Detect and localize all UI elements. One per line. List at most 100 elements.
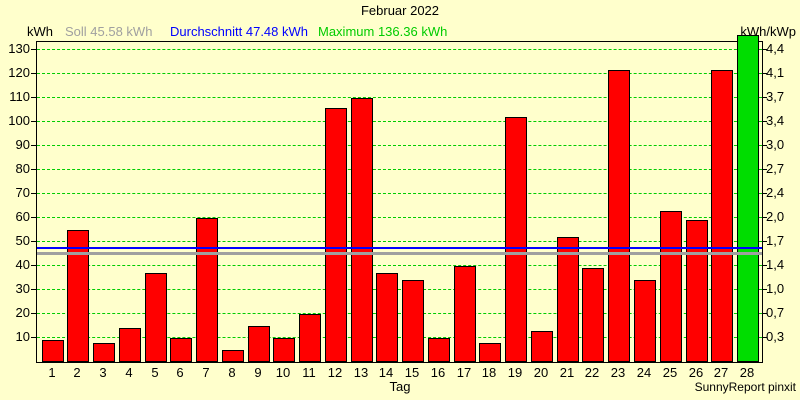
bar-day-27 [711,70,733,362]
left-tickmark [31,192,36,194]
bar-day-20 [531,331,553,362]
right-tickmark [762,48,767,50]
durchschnitt-line [37,247,762,249]
bar-day-21 [557,237,579,362]
x-tick-day-28: 28 [739,365,755,380]
bar-day-13 [351,98,373,362]
bar-day-14 [376,273,398,362]
right-axis-tick-4,4: 4,4 [766,40,785,56]
left-axis-tick-60: 60 [15,208,30,224]
x-tick-day-27: 27 [713,365,729,380]
x-tick-day-11: 11 [302,365,316,380]
bar-day-19 [505,117,527,362]
left-axis-tick-30: 30 [15,280,30,296]
x-tick-day-12: 12 [327,365,343,380]
left-tickmark [31,96,36,98]
soll-line [37,252,762,255]
left-axis-tick-100: 100 [8,112,30,128]
bar-day-4 [119,328,141,362]
gridline-70 [37,192,762,194]
right-axis-tick-2,4: 2,4 [766,184,785,200]
bar-day-26 [686,220,708,362]
gridline-60 [37,216,762,218]
left-axis-tick-10: 10 [15,328,30,344]
left-tickmark [31,72,36,74]
bar-day-12 [325,108,347,362]
bar-day-22 [582,268,604,362]
bar-day-18 [479,343,501,362]
right-axis-tick-0,7: 0,7 [766,304,785,320]
bar-day-16 [428,338,450,362]
x-tick-day-3: 3 [99,365,107,380]
gridline-40 [37,264,762,266]
x-tick-day-24: 24 [636,365,652,380]
left-tickmark [31,240,36,242]
left-axis-tick-120: 120 [8,64,30,80]
bar-day-6 [170,338,192,362]
gridline-90 [37,144,762,146]
bar-day-1 [42,340,64,362]
x-tick-day-13: 13 [353,365,369,380]
right-tickmark [762,120,767,122]
soll-legend-label: Soll 45.58 kWh [65,24,153,39]
bar-day-11 [299,314,321,362]
left-tickmark [31,336,36,338]
right-axis-tick-1,4: 1,4 [766,256,785,272]
left-axis-tick-90: 90 [15,136,30,152]
x-tick-day-15: 15 [404,365,420,380]
bar-day-28 [737,35,759,362]
left-tickmark [31,168,36,170]
right-tickmark [762,96,767,98]
left-axis-tick-40: 40 [15,256,30,272]
x-tick-day-9: 9 [254,365,262,380]
bar-day-8 [222,350,244,362]
bar-day-24 [634,280,656,362]
right-tickmark [762,312,767,314]
x-tick-day-23: 23 [610,365,626,380]
x-tick-day-14: 14 [378,365,394,380]
gridline-130 [37,48,762,50]
x-tick-day-8: 8 [228,365,236,380]
right-tickmark [762,216,767,218]
right-axis-tick-2,7: 2,7 [766,160,785,176]
left-tickmark [31,312,36,314]
x-tick-day-1: 1 [48,365,56,380]
gridline-110 [37,96,762,98]
x-tick-day-4: 4 [125,365,133,380]
bar-day-2 [67,230,89,362]
right-tickmark [762,264,767,266]
gridline-80 [37,168,762,170]
bar-day-5 [145,273,167,362]
x-tick-day-16: 16 [430,365,446,380]
x-tick-day-19: 19 [507,365,523,380]
right-tickmark [762,72,767,74]
x-tick-day-18: 18 [481,365,497,380]
maximum-legend-label: Maximum 136.36 kWh [318,24,448,39]
left-axis-tick-20: 20 [15,304,30,320]
left-tickmark [31,144,36,146]
chart-title: Februar 2022 [360,3,440,18]
plot-area [36,35,763,363]
right-tickmark [762,240,767,242]
x-axis-title: Tag [389,379,411,394]
left-axis-tick-70: 70 [15,184,30,200]
gridline-50 [37,240,762,242]
right-tickmark [762,144,767,146]
right-axis-tick-3,4: 3,4 [766,112,785,128]
right-axis-tick-2,0: 2,0 [766,208,785,224]
gridline-100 [37,120,762,122]
left-tickmark [31,120,36,122]
right-axis-tick-1,0: 1,0 [766,280,785,296]
left-axis-unit-label: kWh [27,24,53,39]
right-tickmark [762,336,767,338]
gridline-10 [37,336,762,338]
right-axis-tick-0,3: 0,3 [766,328,785,344]
x-tick-day-22: 22 [584,365,600,380]
gridline-120 [37,72,762,74]
x-tick-day-21: 21 [559,365,575,380]
left-axis-tick-80: 80 [15,160,30,176]
durchschnitt-legend-label: Durchschnitt 47.48 kWh [170,24,309,39]
left-tickmark [31,48,36,50]
right-axis-tick-4,1: 4,1 [766,64,785,80]
x-tick-day-20: 20 [533,365,549,380]
